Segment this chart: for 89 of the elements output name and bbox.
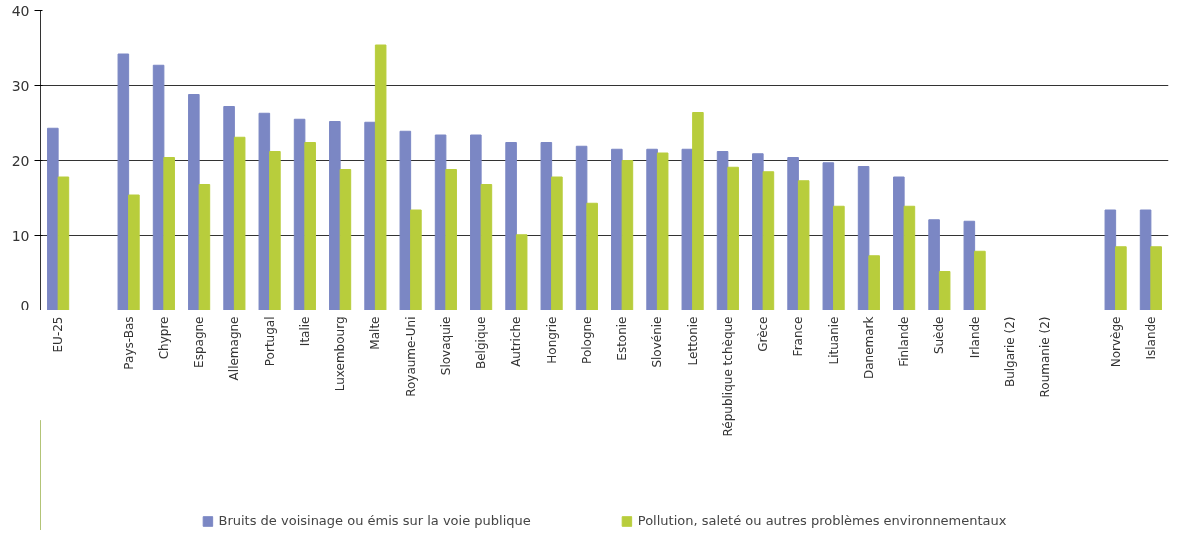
x-tick-label: Danemark xyxy=(861,316,876,380)
x-tick-label: Allemagne xyxy=(227,316,242,381)
bar xyxy=(57,176,70,310)
bar xyxy=(857,166,870,310)
bar xyxy=(1115,246,1127,310)
bar xyxy=(575,145,588,310)
x-tick-label: Irlande xyxy=(967,316,982,359)
x-tick-label: Pologne xyxy=(579,316,594,364)
x-tick-label: Portugal xyxy=(262,316,277,367)
x-tick-label: Chypre xyxy=(156,316,171,360)
bar xyxy=(646,148,658,310)
bar xyxy=(1104,209,1117,310)
x-tick-label: Hongrie xyxy=(544,316,559,364)
bar xyxy=(762,171,775,310)
bar xyxy=(551,176,563,310)
bar xyxy=(304,142,316,310)
bar xyxy=(374,44,387,310)
bar xyxy=(974,250,986,310)
bar xyxy=(787,157,799,310)
bar xyxy=(152,64,165,310)
bar xyxy=(515,234,528,310)
bar xyxy=(223,106,235,310)
x-tick-label: Espagne xyxy=(192,316,207,368)
bar xyxy=(505,142,517,310)
y-tick-label: 30 xyxy=(11,77,30,94)
bar xyxy=(692,112,704,310)
bar xyxy=(833,205,845,310)
bar xyxy=(128,194,140,310)
x-tick-label: Finlande xyxy=(897,316,912,367)
y-tick-label: 0 xyxy=(20,297,30,314)
bar xyxy=(339,169,352,310)
x-tick-label: Slovénie xyxy=(650,316,665,368)
bar xyxy=(410,209,422,310)
bar xyxy=(188,94,200,310)
x-tick-label: Belgique xyxy=(474,316,489,370)
bar xyxy=(868,255,880,310)
x-tick-label: Roumanie (2) xyxy=(1038,316,1053,398)
bar xyxy=(893,176,905,310)
bar xyxy=(681,148,694,310)
bar xyxy=(797,180,810,310)
bar xyxy=(1150,246,1162,310)
x-tick-label: Norvège xyxy=(1108,316,1123,368)
bar xyxy=(928,219,940,310)
x-tick-label: Grèce xyxy=(756,316,771,352)
bar xyxy=(822,162,835,310)
bar xyxy=(47,127,59,310)
bar xyxy=(727,166,739,310)
x-tick-label: Bulgarie (2) xyxy=(1002,316,1017,388)
bar xyxy=(198,184,211,310)
bar xyxy=(434,134,447,310)
bar xyxy=(540,142,553,310)
x-tick-label: Estonie xyxy=(615,316,630,361)
y-tick-label: 40 xyxy=(11,2,30,19)
y-tick-label: 20 xyxy=(11,152,30,169)
bar xyxy=(163,157,175,310)
x-tick-label: Autriche xyxy=(509,316,524,367)
bar xyxy=(621,160,634,310)
x-tick-label: France xyxy=(791,316,806,357)
x-tick-label: Slovaquie xyxy=(438,316,453,376)
bar xyxy=(233,136,246,310)
bar xyxy=(903,205,916,310)
bar xyxy=(586,202,598,310)
bar xyxy=(329,121,341,310)
x-tick-label: Islande xyxy=(1143,316,1158,360)
legend-label: Pollution, saleté ou autres problèmes environnementaux xyxy=(637,513,1007,528)
bar xyxy=(364,121,376,310)
bar xyxy=(258,112,271,310)
x-tick-label: Malte xyxy=(368,316,383,350)
bar xyxy=(656,152,669,310)
x-tick-label: République tchèque xyxy=(720,316,735,437)
x-tick-label: Lituanie xyxy=(826,316,841,365)
bar xyxy=(445,169,457,310)
bar xyxy=(470,134,482,310)
x-tick-label: Luxembourg xyxy=(333,316,348,392)
x-tick-label: Suède xyxy=(932,316,947,355)
x-tick-label: Pays-Bas xyxy=(121,316,136,370)
x-tick-label: EU-25 xyxy=(51,316,66,353)
x-tick-label: Lettonie xyxy=(685,316,700,366)
bar xyxy=(963,220,976,310)
bar xyxy=(938,271,951,310)
bar xyxy=(399,130,412,310)
bar xyxy=(480,184,493,310)
bar xyxy=(1139,209,1152,310)
bar xyxy=(117,53,130,310)
x-tick-label: Royaume-Uni xyxy=(403,316,418,397)
bar xyxy=(269,151,281,310)
x-tick-label: Italie xyxy=(297,316,312,347)
y-tick-label: 10 xyxy=(11,227,30,244)
legend-label: Bruits de voisinage ou émis sur la voie publique xyxy=(218,513,531,528)
